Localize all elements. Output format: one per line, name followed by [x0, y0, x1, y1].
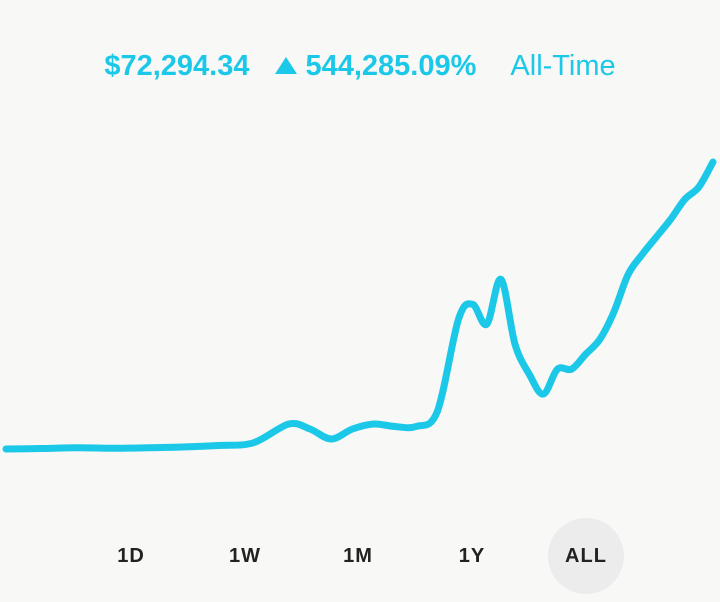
range-1w-button[interactable]: 1W [229, 544, 261, 567]
range-1d-button[interactable]: 1D [117, 544, 145, 567]
range-1m-button[interactable]: 1M [343, 544, 373, 567]
time-range-selector: 1D 1W 1M 1Y ALL [0, 518, 720, 594]
change-percent: 544,285.09% [305, 49, 477, 82]
series-line [2, 158, 717, 453]
period-label: All-Time [510, 49, 616, 82]
range-all-button[interactable]: ALL [548, 518, 624, 594]
range-1y-button[interactable]: 1Y [458, 544, 486, 567]
portfolio-value: $72,294.34 [104, 49, 250, 82]
portfolio-header: $72,294.34 544,285.09% All-Time [0, 44, 720, 88]
triangle-up-icon [275, 56, 298, 74]
change-indicator: 544,285.09% [275, 50, 476, 83]
